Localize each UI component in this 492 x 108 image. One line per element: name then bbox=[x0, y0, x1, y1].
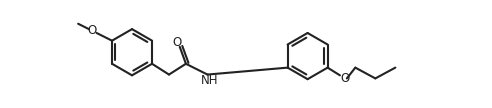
Text: O: O bbox=[172, 36, 181, 49]
Text: O: O bbox=[88, 24, 96, 37]
Text: NH: NH bbox=[201, 74, 218, 87]
Text: O: O bbox=[340, 72, 349, 85]
